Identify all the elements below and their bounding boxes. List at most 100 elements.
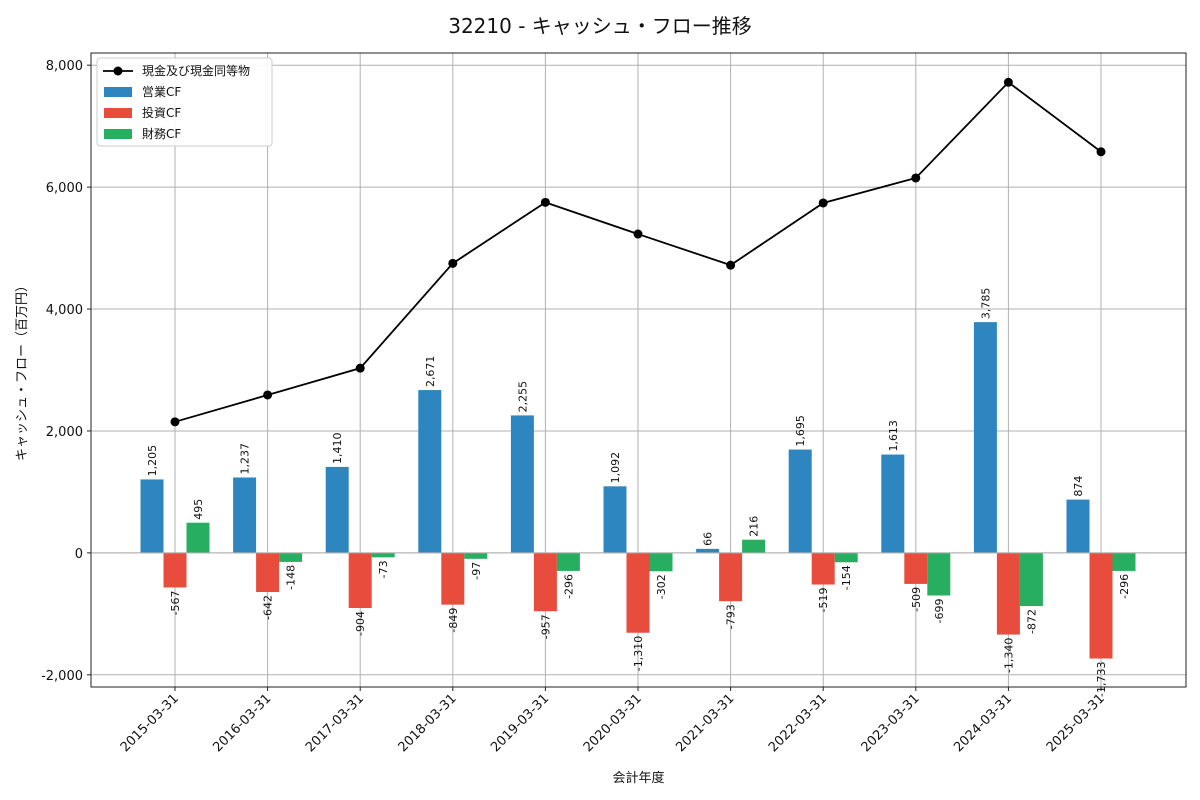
- legend-label: 投資CF: [142, 105, 181, 120]
- cash-point-2021-03-31: [726, 260, 736, 270]
- data-label: 1,092: [609, 452, 622, 484]
- bar-財務CF-2022-03-31: [834, 552, 858, 563]
- bar-財務CF-2020-03-31: [649, 552, 673, 572]
- data-label: -509: [910, 587, 923, 612]
- x-tick-label: 2025-03-31: [1044, 691, 1108, 755]
- x-tick-label: 2016-03-31: [210, 691, 274, 755]
- data-label: -148: [285, 565, 298, 590]
- bar-営業CF-2024-03-31: [973, 322, 997, 553]
- bar-営業CF-2015-03-31: [140, 479, 164, 553]
- cash-point-2024-03-31: [1003, 77, 1013, 87]
- bar-投資CF-2016-03-31: [256, 552, 280, 593]
- bar-投資CF-2015-03-31: [163, 552, 187, 588]
- bar-財務CF-2018-03-31: [464, 552, 488, 559]
- cash-point-2015-03-31: [170, 417, 180, 427]
- data-label: -957: [539, 614, 552, 639]
- data-label: 3,785: [979, 288, 992, 320]
- x-tick-label: 2019-03-31: [488, 691, 552, 755]
- bar-投資CF-2019-03-31: [533, 552, 557, 612]
- y-tick-label: 6,000: [46, 181, 83, 196]
- legend-swatch: [104, 108, 132, 118]
- bar-営業CF-2018-03-31: [418, 390, 442, 553]
- legend-swatch: [104, 87, 132, 97]
- plot-frame: [90, 52, 1187, 688]
- bar-財務CF-2025-03-31: [1112, 552, 1136, 571]
- legend-swatch: [104, 129, 132, 139]
- cash-point-2016-03-31: [263, 390, 273, 400]
- data-label: -872: [1025, 609, 1038, 634]
- bar-投資CF-2024-03-31: [996, 552, 1020, 635]
- y-tick-label: 8,000: [46, 59, 83, 74]
- x-tick-label: 2018-03-31: [396, 691, 460, 755]
- x-tick-label: 2023-03-31: [859, 691, 923, 755]
- y-tick-label: -2,000: [41, 669, 83, 684]
- cash-point-2020-03-31: [633, 229, 643, 239]
- cash-point-2022-03-31: [818, 198, 828, 208]
- y-tick-label: 0: [75, 547, 83, 562]
- data-label: -642: [262, 595, 275, 620]
- bar-営業CF-2016-03-31: [233, 477, 257, 553]
- data-label: -97: [470, 562, 483, 580]
- bar-財務CF-2024-03-31: [1019, 552, 1043, 607]
- data-label: -699: [933, 598, 946, 623]
- data-label: -302: [655, 574, 668, 599]
- data-label: -296: [1118, 574, 1131, 599]
- data-label: -154: [840, 565, 853, 590]
- data-label: 1,410: [331, 432, 344, 464]
- x-tick-label: 2020-03-31: [581, 691, 645, 755]
- cash-point-2023-03-31: [911, 173, 921, 183]
- bar-投資CF-2018-03-31: [441, 552, 465, 605]
- bar-営業CF-2021-03-31: [696, 548, 720, 553]
- y-axis-label: キャッシュ・フロー（百万円）: [15, 279, 30, 461]
- cash-point-2025-03-31: [1096, 147, 1106, 157]
- x-tick-label: 2022-03-31: [766, 691, 830, 755]
- data-label: 66: [702, 532, 715, 546]
- bar-財務CF-2015-03-31: [186, 522, 210, 553]
- data-label: 874: [1072, 476, 1085, 497]
- bar-営業CF-2019-03-31: [510, 415, 534, 553]
- cash-point-2017-03-31: [355, 363, 365, 373]
- legend-label: 財務CF: [142, 126, 181, 141]
- data-label: 1,205: [146, 445, 159, 477]
- data-label: -73: [377, 560, 390, 578]
- y-tick-label: 4,000: [46, 303, 83, 318]
- bar-営業CF-2025-03-31: [1066, 499, 1090, 553]
- data-label: -567: [169, 590, 182, 615]
- x-axis-label: 会計年度: [612, 770, 664, 786]
- data-label: 1,695: [794, 415, 807, 447]
- bar-営業CF-2017-03-31: [325, 466, 349, 553]
- legend-box: [96, 57, 273, 147]
- data-label: -904: [354, 611, 367, 636]
- data-label: -519: [817, 588, 830, 613]
- bar-投資CF-2023-03-31: [904, 552, 928, 584]
- data-label: 216: [748, 516, 761, 537]
- bar-投資CF-2025-03-31: [1089, 552, 1113, 659]
- x-tick-label: 2017-03-31: [303, 691, 367, 755]
- bar-投資CF-2017-03-31: [348, 552, 372, 608]
- bar-投資CF-2020-03-31: [626, 552, 650, 633]
- cash-point-2018-03-31: [448, 258, 458, 268]
- data-label: -1,733: [1095, 662, 1108, 697]
- data-label: 1,613: [887, 420, 900, 452]
- bar-投資CF-2021-03-31: [719, 552, 743, 602]
- data-label: -793: [725, 604, 738, 629]
- data-label: 1,237: [239, 443, 252, 475]
- data-label: -1,310: [632, 636, 645, 671]
- y-tick-label: 2,000: [46, 425, 83, 440]
- legend-label: 現金及び現金同等物: [142, 63, 250, 78]
- bar-財務CF-2017-03-31: [371, 552, 395, 558]
- legend-marker: [113, 66, 123, 76]
- bar-営業CF-2020-03-31: [603, 486, 627, 553]
- bar-営業CF-2022-03-31: [788, 449, 812, 553]
- data-label: 495: [192, 499, 205, 520]
- data-label: -296: [562, 574, 575, 599]
- bar-営業CF-2023-03-31: [881, 454, 905, 553]
- x-tick-label: 2015-03-31: [118, 691, 182, 755]
- data-label: 2,255: [516, 381, 529, 413]
- cash-point-2019-03-31: [540, 197, 550, 207]
- bar-財務CF-2021-03-31: [742, 539, 766, 553]
- bar-財務CF-2023-03-31: [927, 552, 951, 596]
- chart-title: 32210 - キャッシュ・フロー推移: [448, 14, 752, 38]
